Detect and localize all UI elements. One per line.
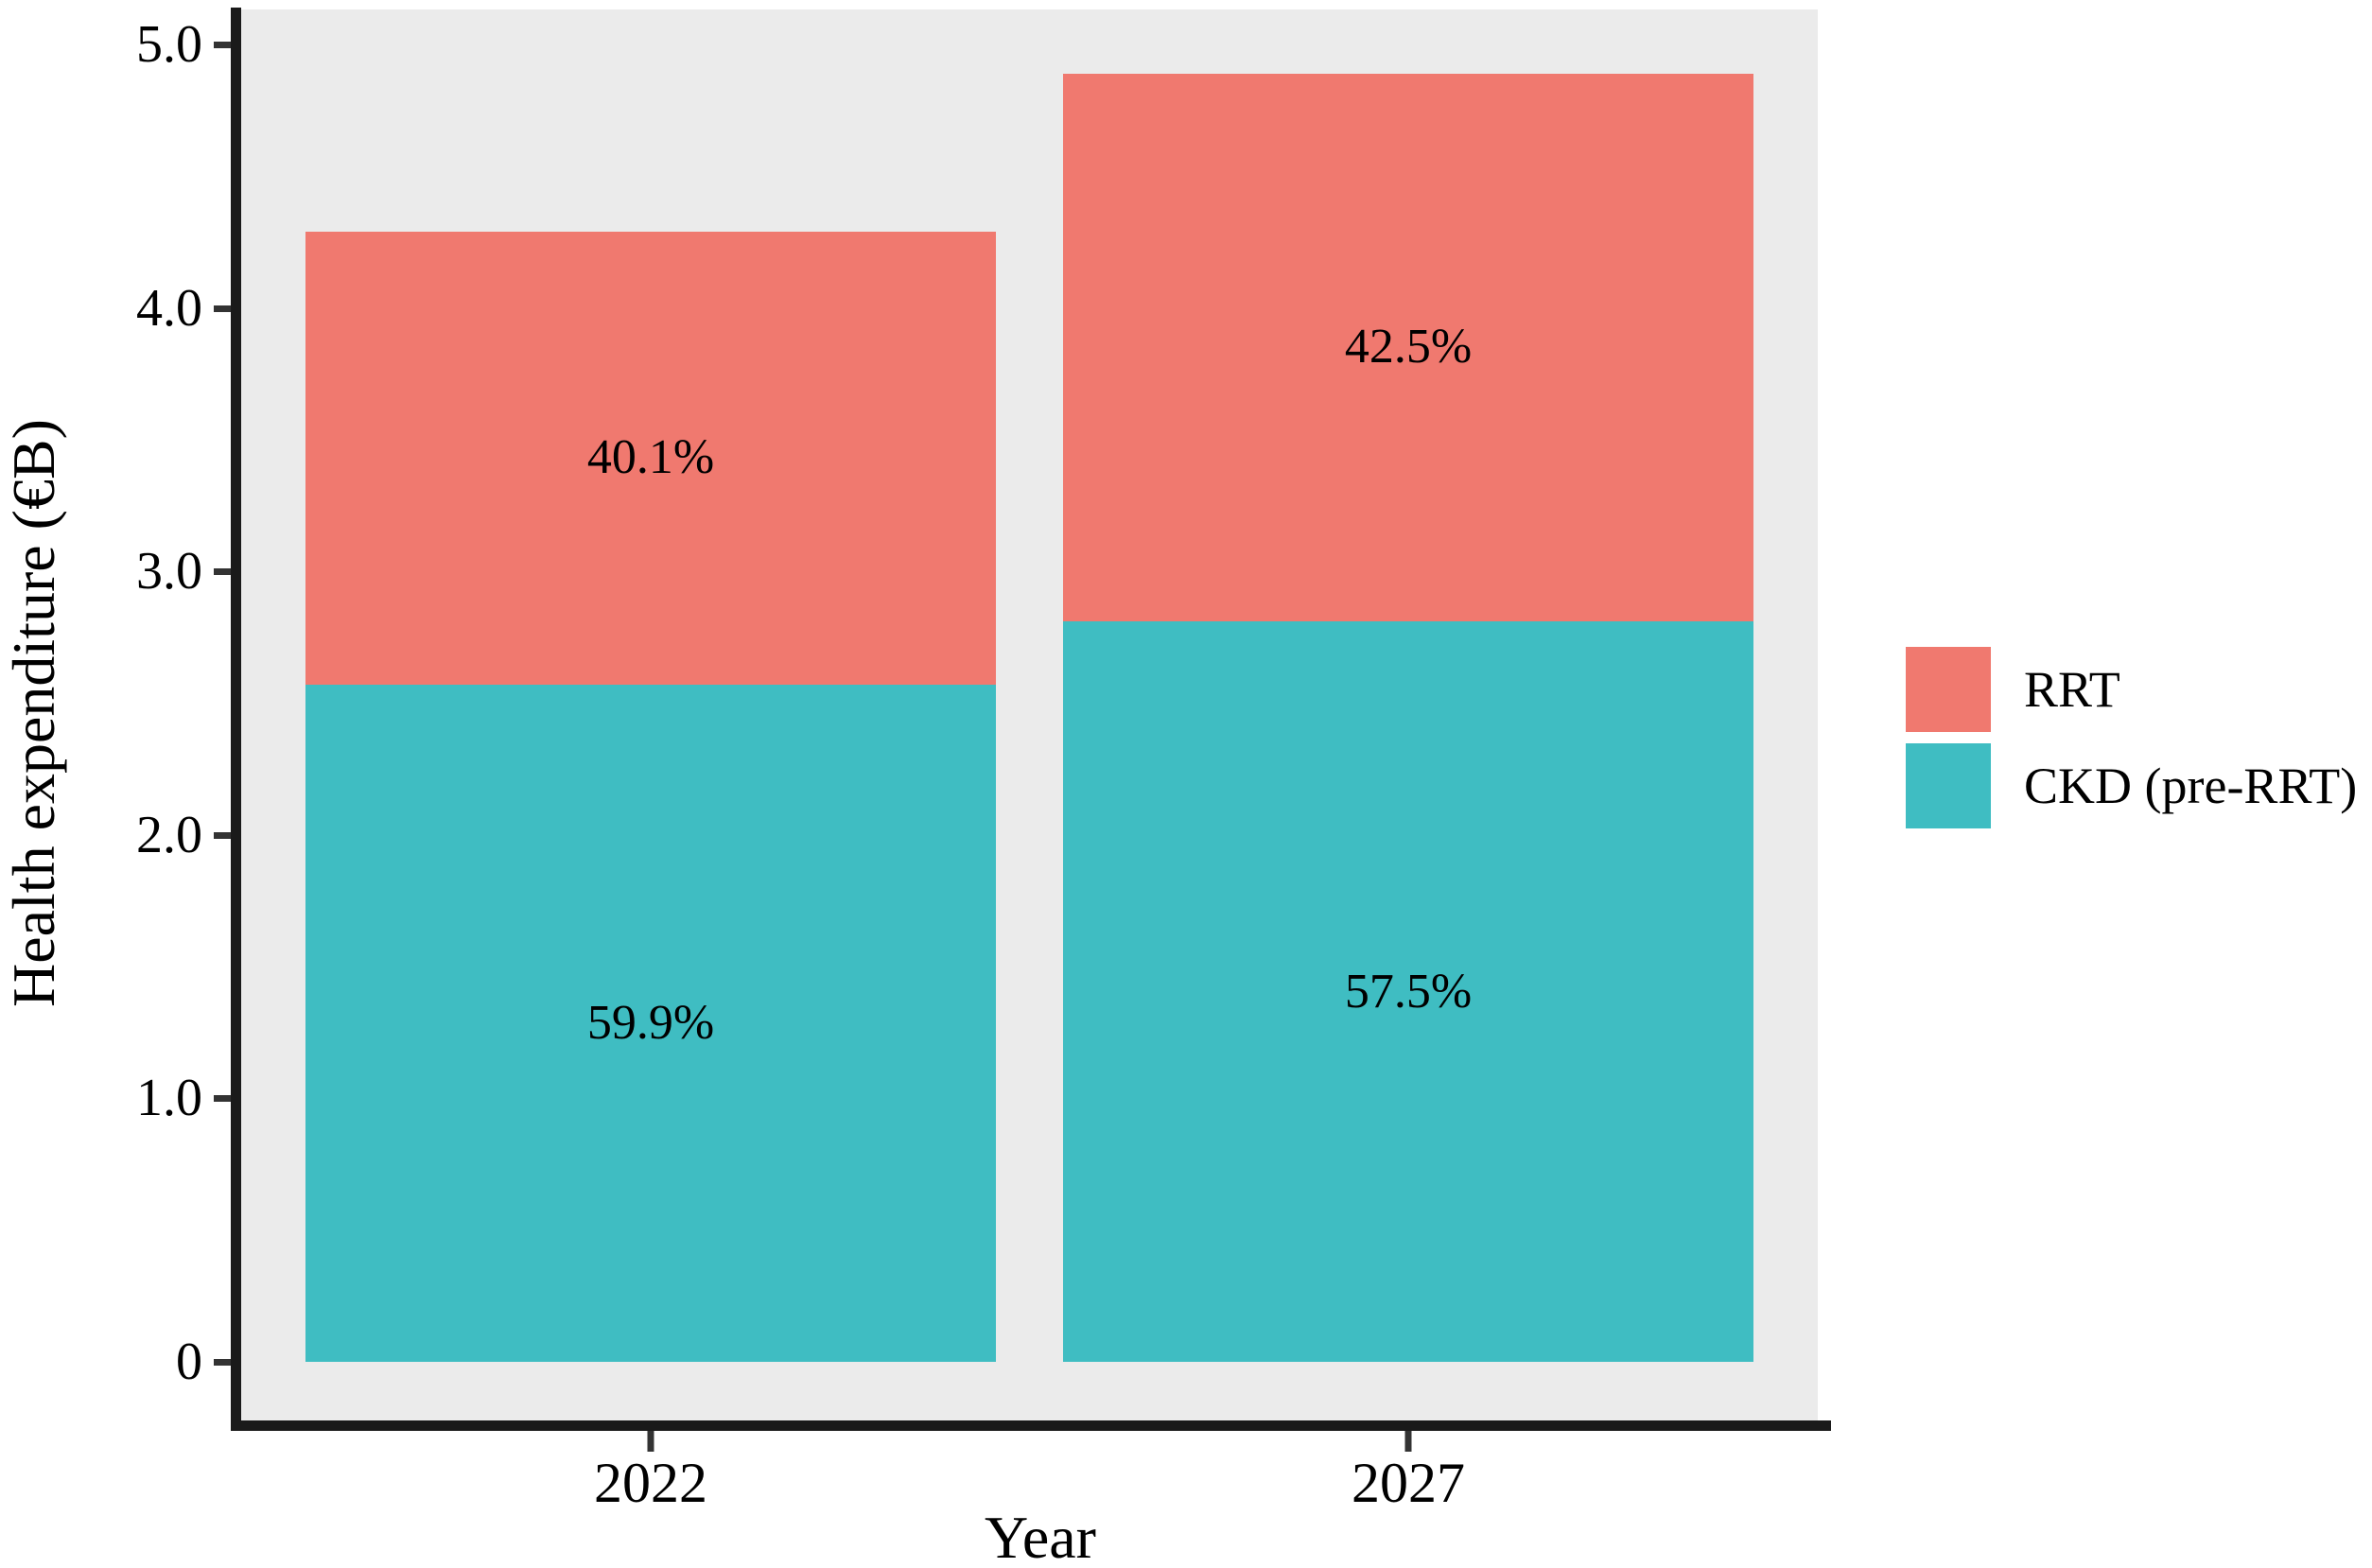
y-axis-title: Health expenditure (€B) [0,419,67,1007]
y-tick-mark [214,305,231,312]
legend-swatch-rrt [1906,647,1991,732]
y-axis-line [231,8,241,1431]
bar-segment-2022-rrt [305,231,996,685]
y-tick-label: 5.0 [136,15,202,74]
y-tick-mark [214,42,231,48]
bar-segment-2027-ckd-pre-rrt [1063,621,1753,1362]
x-tick-mark [1404,1431,1412,1452]
x-tick-mark [647,1431,654,1452]
x-tick-label: 2022 [594,1452,707,1514]
y-tick-label: 0 [176,1333,202,1391]
legend-label: RRT [2024,661,2120,718]
legend-label: CKD (pre-RRT) [2024,758,2358,814]
x-tick-label: 2027 [1352,1452,1465,1514]
y-tick-label: 2.0 [136,805,202,864]
y-tick-label: 1.0 [136,1069,202,1128]
x-axis-line [231,1420,1831,1431]
segment-percentage-label: 42.5% [1344,320,1473,375]
legend-swatch-ckd-pre-rrt [1906,743,1991,828]
segment-percentage-label: 40.1% [586,430,715,485]
segment-percentage-label: 59.9% [586,995,715,1050]
y-tick-mark [214,568,231,576]
y-tick-label: 4.0 [136,278,202,338]
y-tick-mark [214,1359,231,1366]
x-axis-title: Year [985,1504,1096,1568]
y-tick-mark [214,1095,231,1103]
y-tick-mark [214,831,231,839]
segment-percentage-label: 57.5% [1344,964,1473,1019]
bar-segment-2027-rrt [1063,73,1753,622]
bar-segment-2022-ckd-pre-rrt [305,684,996,1362]
y-tick-label: 3.0 [136,542,202,601]
